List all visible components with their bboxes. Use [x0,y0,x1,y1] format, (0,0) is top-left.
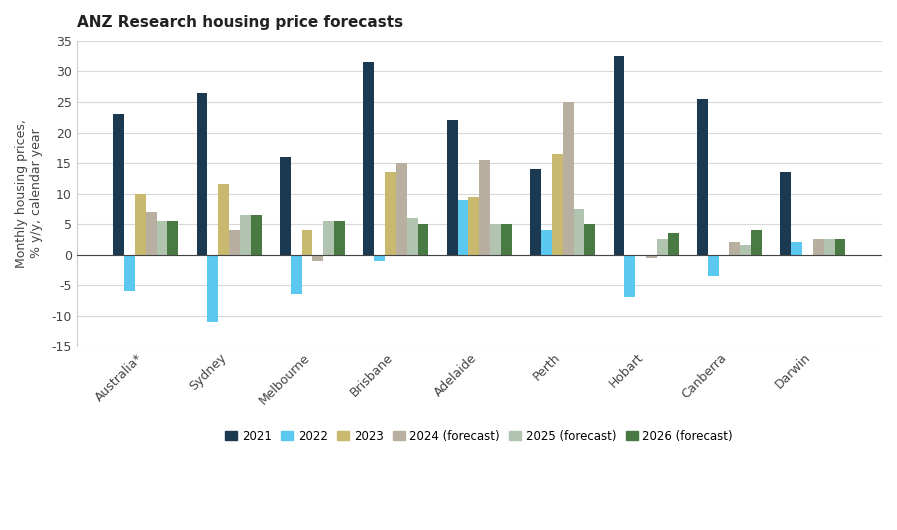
Bar [145,212,157,254]
Bar [697,99,708,254]
Bar [157,221,168,254]
Bar [113,114,124,254]
Bar [406,218,418,254]
Bar [530,169,541,254]
Bar [729,242,740,254]
Bar [335,221,345,254]
Bar [363,62,374,254]
Bar [541,230,552,254]
Bar [291,254,301,294]
Bar [751,230,762,254]
Bar [135,193,145,254]
Bar [490,224,501,254]
Bar [780,172,791,254]
Bar [323,221,335,254]
Bar [813,240,823,254]
Bar [552,154,562,254]
Legend: 2021, 2022, 2023, 2024 (forecast), 2025 (forecast), 2026 (forecast): 2021, 2022, 2023, 2024 (forecast), 2025 … [221,425,738,447]
Bar [168,221,179,254]
Bar [584,224,596,254]
Bar [562,102,573,254]
Y-axis label: Monthly housing prices,
% y/y, calendar year: Monthly housing prices, % y/y, calendar … [15,119,43,268]
Bar [501,224,512,254]
Bar [229,230,239,254]
Bar [823,240,834,254]
Bar [239,215,251,254]
Bar [196,93,207,254]
Bar [447,120,457,254]
Bar [740,245,751,254]
Bar [657,240,667,254]
Bar [312,254,323,261]
Bar [396,163,406,254]
Bar [624,254,635,297]
Bar [573,209,584,254]
Bar [251,215,262,254]
Bar [280,157,291,254]
Bar [218,184,229,254]
Bar [708,254,718,276]
Bar [468,197,479,254]
Bar [301,230,312,254]
Bar [667,233,679,254]
Bar [646,254,657,258]
Bar [374,254,385,261]
Bar [207,254,218,322]
Bar [479,160,490,254]
Bar [418,224,429,254]
Bar [791,242,802,254]
Text: ANZ Research housing price forecasts: ANZ Research housing price forecasts [76,15,403,30]
Bar [385,172,396,254]
Bar [457,200,468,254]
Bar [834,240,845,254]
Bar [614,56,624,254]
Bar [124,254,135,292]
